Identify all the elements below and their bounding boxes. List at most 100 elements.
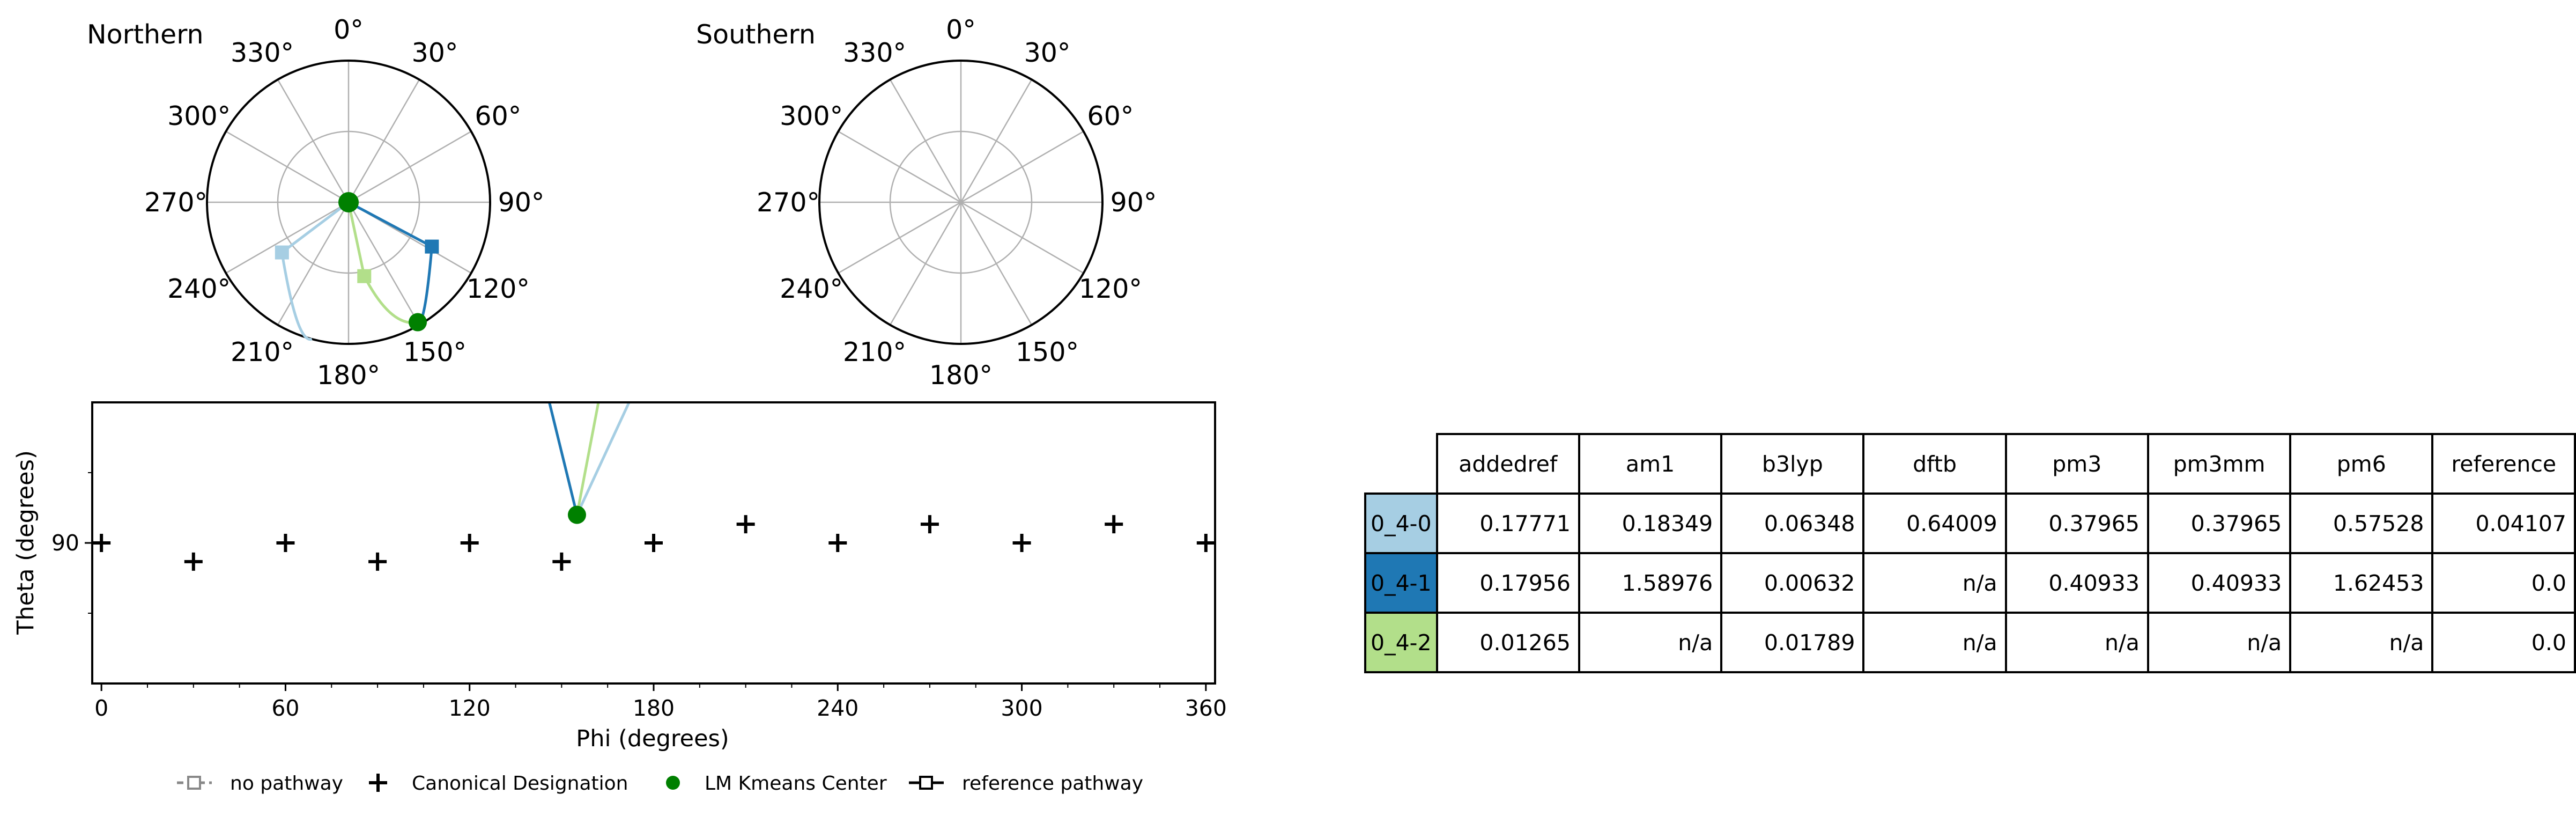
polar-angle-tick-label: 180° xyxy=(317,360,380,391)
pathway-lines xyxy=(548,402,631,516)
polar-angle-tick-label: 30° xyxy=(412,38,458,68)
table-corner xyxy=(1365,434,1437,494)
table-cell: 0.0 xyxy=(2431,552,2576,614)
table-cell: 0.40933 xyxy=(2146,552,2292,614)
x-tick-label: 120 xyxy=(449,695,491,721)
pathway-line-0_4-1 xyxy=(548,402,579,516)
table-cell: 0.37965 xyxy=(2146,492,2292,554)
table-cell: 0.04107 xyxy=(2431,492,2576,554)
polar-angle-tick-label: 90° xyxy=(1111,187,1157,218)
table-cell: 0.01789 xyxy=(1720,612,1865,673)
pathway-line-0_4-0 xyxy=(575,402,631,516)
table-cell: n/a xyxy=(2004,612,2149,673)
canonical-marker xyxy=(276,534,295,552)
table-cell: n/a xyxy=(2146,612,2292,673)
polar-angle-tick-label: 0° xyxy=(946,14,976,45)
y-tick-label: 90 xyxy=(51,530,79,556)
pathway-marker-0_4-2 xyxy=(357,269,372,283)
canonical-marker xyxy=(828,534,847,552)
polar-angle-tick-label: 60° xyxy=(475,101,521,131)
pathway-line-0_4-0 xyxy=(280,201,350,341)
southern-polar-title: Southern xyxy=(696,19,816,50)
stats-table: addedref am1 b3lyp dftb pm3 pm3mm pm6 re… xyxy=(1364,433,2576,673)
northern-polar-title: Northern xyxy=(87,19,204,50)
table-row: 0_4-2 0.01265 n/a 0.01789 n/a n/a n/a n/… xyxy=(1364,612,2576,673)
canonical-marker xyxy=(1196,534,1215,552)
polar-angle-tick-label: 210° xyxy=(231,337,294,367)
col-header-am1: am1 xyxy=(1578,433,1723,495)
table-cell: 1.62453 xyxy=(2289,552,2434,614)
table-cell: 0.37965 xyxy=(2004,492,2149,554)
legend-item-no-pathway: no pathway xyxy=(177,773,343,795)
x-tick-label: 300 xyxy=(1001,695,1042,721)
legend-label-no-pathway: no pathway xyxy=(230,773,343,795)
legend-label-canonical: Canonical Designation xyxy=(412,773,628,795)
canonical-marker xyxy=(736,515,755,534)
table-cell: n/a xyxy=(1862,552,2007,614)
kmeans-center-point xyxy=(338,192,359,212)
pathway-marker-0_4-0 xyxy=(275,245,289,260)
col-header-reference: reference xyxy=(2431,433,2576,495)
legend: no pathway Canonical Designation LM Kmea… xyxy=(177,773,1143,795)
polar-angle-tick-label: 240° xyxy=(780,274,843,304)
plus-marker-icon xyxy=(369,774,387,792)
table-cell: 0.06348 xyxy=(1720,492,1865,554)
col-header-b3lyp: b3lyp xyxy=(1720,433,1865,495)
legend-label-reference-pathway: reference pathway xyxy=(962,773,1143,795)
legend-item-canonical: Canonical Designation xyxy=(369,773,628,795)
col-header-addedref: addedref xyxy=(1435,433,1580,495)
x-tick-label: 180 xyxy=(633,695,675,721)
x-tick-label: 0 xyxy=(94,695,108,721)
southern-polar-plot: 0° 30° 60° 90° 120° 150° 180° 210° 240° 270° 300° 3… xyxy=(757,14,1157,391)
table-cell: 0.00632 xyxy=(1720,552,1865,614)
polar-angle-tick-label: 150° xyxy=(1016,337,1079,367)
table-cell: n/a xyxy=(1578,612,1723,673)
dashed-open-square-icon xyxy=(187,776,201,790)
pathway-line-0_4-2 xyxy=(575,402,600,516)
col-header-pm6: pm6 xyxy=(2289,433,2434,495)
legend-item-reference-pathway: reference pathway xyxy=(909,773,1143,795)
table-cell: 0.17771 xyxy=(1435,492,1580,554)
table-row: 0_4-0 0.17771 0.18349 0.06348 0.64009 0.… xyxy=(1364,492,2576,554)
canonical-marker xyxy=(368,552,387,571)
table-cell: 0.0 xyxy=(2431,612,2576,673)
polar-angle-tick-label: 0° xyxy=(334,14,364,45)
x-tick-label: 360 xyxy=(1185,695,1227,721)
polar-angle-tick-label: 300° xyxy=(167,101,231,131)
kmeans-center-point xyxy=(409,313,427,332)
polar-angle-tick-label: 120° xyxy=(1079,274,1142,304)
table-cell: 0.40933 xyxy=(2004,552,2149,614)
canonical-marker xyxy=(92,534,111,552)
polar-angle-tick-label: 270° xyxy=(144,187,208,218)
phi-theta-plot: 0 60 120 180 240 300 360 90 xyxy=(51,401,1227,721)
col-header-pm3: pm3 xyxy=(2004,433,2149,495)
table-cell: 0.57528 xyxy=(2289,492,2434,554)
table-cell: n/a xyxy=(1862,612,2007,673)
row-label: 0_4-2 xyxy=(1364,612,1438,673)
canonical-marker xyxy=(1012,534,1031,552)
legend-label-kmeans-center: LM Kmeans Center xyxy=(705,773,887,795)
polar-angle-tick-label: 330° xyxy=(231,38,294,68)
table-cell: n/a xyxy=(2289,612,2434,673)
kmeans-center-point xyxy=(567,505,586,524)
polar-frame xyxy=(206,60,491,345)
table-header-row: addedref am1 b3lyp dftb pm3 pm3mm pm6 re… xyxy=(1365,433,2576,495)
col-header-dftb: dftb xyxy=(1862,433,2007,495)
x-tick-label: 60 xyxy=(271,695,299,721)
polar-angle-tick-label: 30° xyxy=(1024,38,1071,68)
polar-angle-tick-label: 270° xyxy=(757,187,820,218)
green-dot-icon xyxy=(666,776,680,790)
x-axis-label: Phi (degrees) xyxy=(576,725,729,752)
canonical-marker xyxy=(460,534,479,552)
table-cell: 0.01265 xyxy=(1435,612,1580,673)
table-cell: 0.18349 xyxy=(1578,492,1723,554)
table-cell: 1.58976 xyxy=(1578,552,1723,614)
pathway-marker-0_4-1 xyxy=(425,239,439,254)
polar-angle-tick-label: 60° xyxy=(1087,101,1134,131)
polar-angle-tick-label: 150° xyxy=(403,337,467,367)
polar-angle-tick-label: 120° xyxy=(467,274,530,304)
row-label: 0_4-1 xyxy=(1364,552,1438,614)
table-cell: 0.17956 xyxy=(1435,552,1580,614)
polar-angle-tick-label: 240° xyxy=(167,274,231,304)
